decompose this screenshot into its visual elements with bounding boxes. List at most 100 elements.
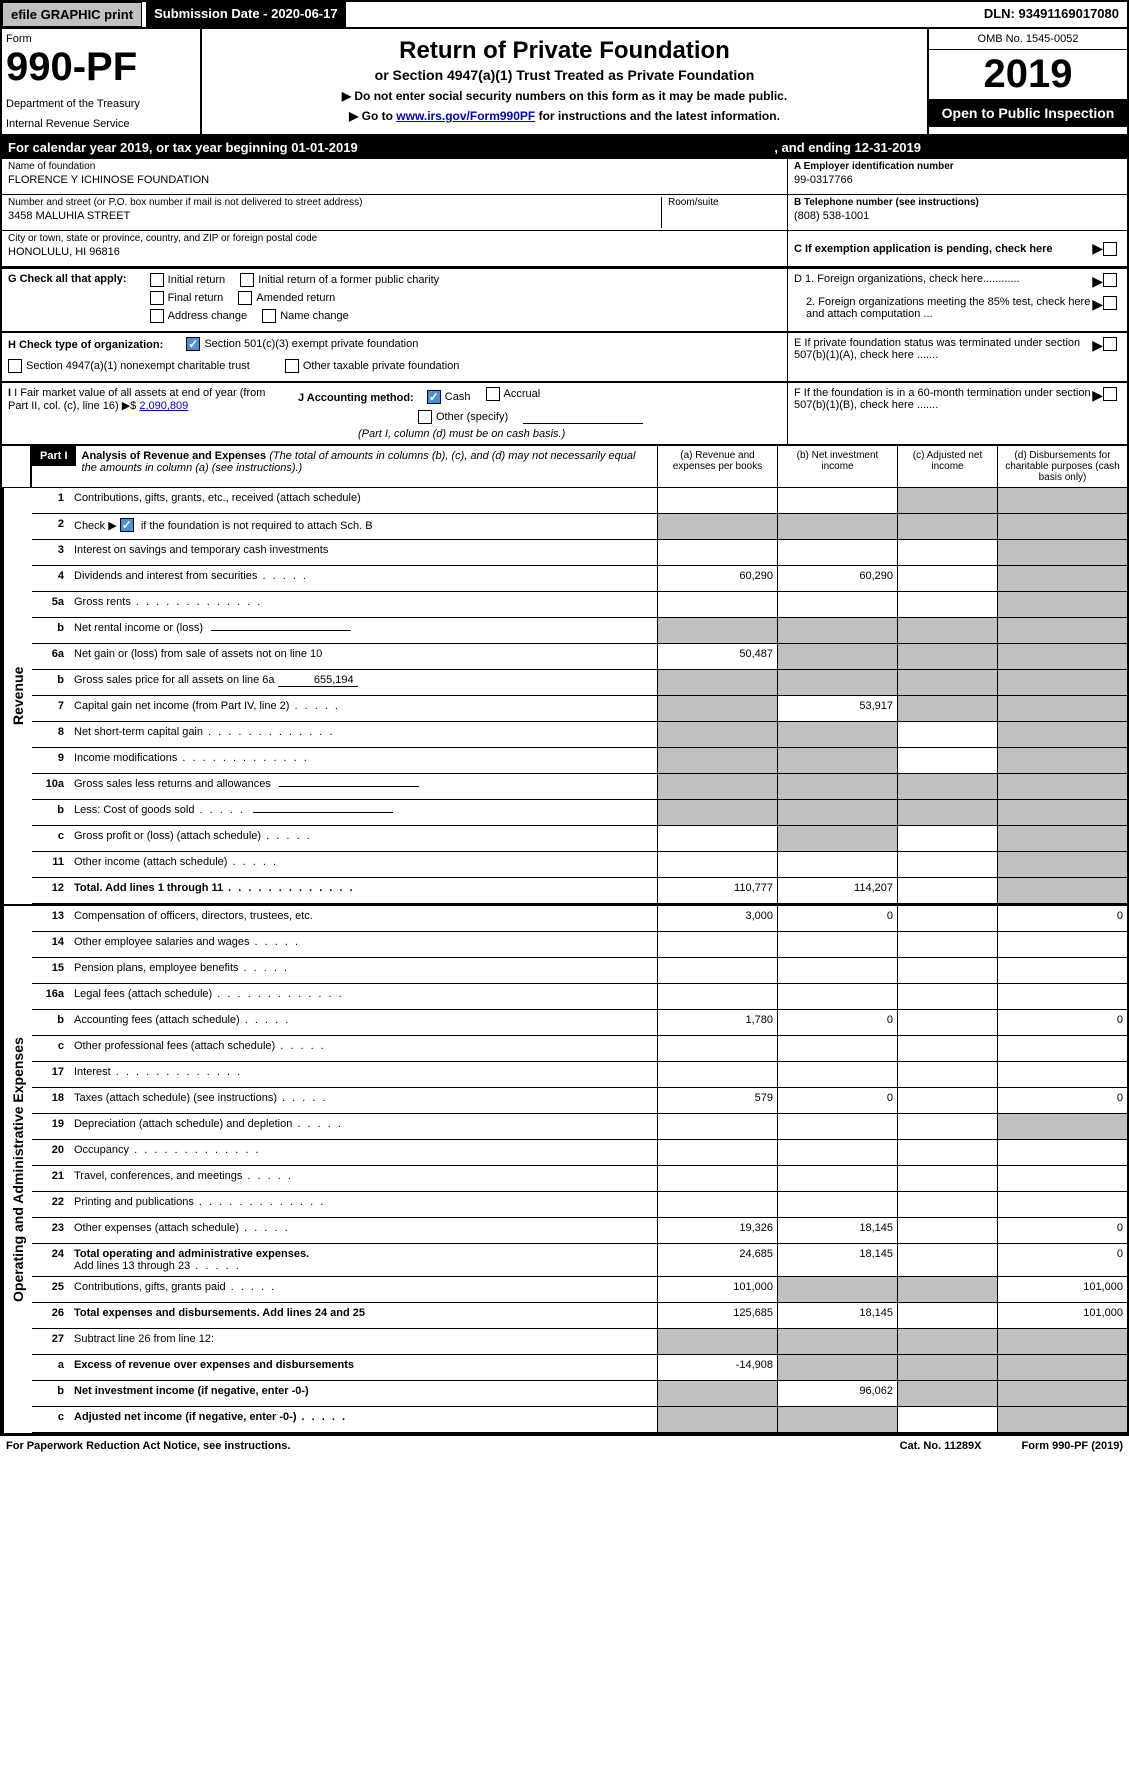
dept-treasury: Department of the Treasury — [6, 98, 196, 110]
initial-return-checkbox[interactable] — [150, 273, 164, 287]
address-row: Number and street (or P.O. box number if… — [2, 195, 787, 231]
4947-checkbox[interactable] — [8, 359, 22, 373]
accrual-checkbox[interactable] — [486, 387, 500, 401]
data-cell — [897, 984, 997, 1009]
data-cell — [657, 826, 777, 851]
underline-input[interactable] — [279, 786, 419, 787]
row-label: Other expenses (attach schedule) — [68, 1218, 657, 1243]
foundation-name: FLORENCE Y ICHINOSE FOUNDATION — [8, 174, 781, 186]
header-left: Form 990-PF Department of the Treasury I… — [2, 29, 202, 134]
row-label-text: Gross profit or (loss) (attach schedule) — [74, 830, 312, 842]
row-label: Printing and publications — [68, 1192, 657, 1217]
shaded-cell — [997, 774, 1127, 799]
data-cell — [997, 984, 1127, 1009]
irs-link[interactable]: www.irs.gov/Form990PF — [396, 109, 535, 123]
row-label: Contributions, gifts, grants paid — [68, 1277, 657, 1302]
amended-checkbox[interactable] — [238, 291, 252, 305]
ein-row: A Employer identification number 99-0317… — [788, 159, 1127, 195]
shaded-cell — [657, 670, 777, 695]
row-label: Other professional fees (attach schedule… — [68, 1036, 657, 1061]
final-return-checkbox[interactable] — [150, 291, 164, 305]
other-method-checkbox[interactable] — [418, 410, 432, 424]
data-cell: 101,000 — [997, 1277, 1127, 1302]
data-cell — [777, 958, 897, 983]
row-label: Gross profit or (loss) (attach schedule) — [68, 826, 657, 851]
table-row: 6a Net gain or (loss) from sale of asset… — [32, 644, 1127, 670]
shaded-cell — [997, 1407, 1127, 1432]
shaded-cell — [897, 800, 997, 825]
data-cell — [897, 540, 997, 565]
row-number: c — [32, 1407, 68, 1432]
part1-header-row: Part I Analysis of Revenue and Expenses … — [2, 446, 1127, 488]
table-row: 13 Compensation of officers, directors, … — [32, 906, 1127, 932]
data-cell — [657, 932, 777, 957]
row-label-text: Income modifications — [74, 752, 309, 764]
data-cell — [777, 984, 897, 1009]
underline-input[interactable] — [253, 812, 393, 813]
f-checkbox[interactable] — [1103, 387, 1117, 401]
shaded-cell — [897, 1329, 997, 1354]
revenue-table: 1 Contributions, gifts, grants, etc., re… — [32, 488, 1127, 904]
pending-checkbox[interactable] — [1103, 242, 1117, 256]
row-label: Occupancy — [68, 1140, 657, 1165]
row-label-text: Accounting fees (attach schedule) — [74, 1014, 290, 1026]
other-taxable-checkbox[interactable] — [285, 359, 299, 373]
ein-label: A Employer identification number — [794, 161, 1121, 172]
row-label: Total. Add lines 1 through 11 — [68, 878, 657, 903]
efile-button[interactable]: efile GRAPHIC print — [2, 2, 142, 27]
row-label: Total operating and administrative expen… — [68, 1244, 657, 1276]
name-change-checkbox[interactable] — [262, 309, 276, 323]
shaded-cell — [657, 696, 777, 721]
col-a-header: (a) Revenue and expenses per books — [657, 446, 777, 487]
row-number: 6a — [32, 644, 68, 669]
shaded-cell — [997, 696, 1127, 721]
initial-public-checkbox[interactable] — [240, 273, 254, 287]
row-label: Income modifications — [68, 748, 657, 773]
table-row: a Excess of revenue over expenses and di… — [32, 1355, 1127, 1381]
d2-checkbox[interactable] — [1103, 296, 1117, 310]
row-number: 23 — [32, 1218, 68, 1243]
row-label-text: Total expenses and disbursements. Add li… — [74, 1307, 365, 1319]
shaded-cell — [897, 774, 997, 799]
d1-checkbox[interactable] — [1103, 273, 1117, 287]
opt-public: Initial return of a former public charit… — [258, 274, 439, 286]
row-label-text: Gross sales price for all assets on line… — [74, 674, 275, 686]
data-cell — [777, 488, 897, 513]
shaded-cell — [997, 800, 1127, 825]
row-number: 17 — [32, 1062, 68, 1087]
row-number: b — [32, 670, 68, 695]
d2-label: 2. Foreign organizations meeting the 85%… — [794, 296, 1092, 320]
table-row: c Gross profit or (loss) (attach schedul… — [32, 826, 1127, 852]
data-cell: 0 — [997, 1244, 1127, 1276]
data-cell — [777, 540, 897, 565]
h-opt3: Other taxable private foundation — [303, 360, 460, 372]
header-right: OMB No. 1545-0052 2019 Open to Public In… — [927, 29, 1127, 134]
col-b-header: (b) Net investment income — [777, 446, 897, 487]
other-specify-input[interactable] — [523, 423, 643, 424]
address-change-checkbox[interactable] — [150, 309, 164, 323]
row-number: b — [32, 800, 68, 825]
cash-checkbox[interactable] — [427, 390, 441, 404]
row-number: 25 — [32, 1277, 68, 1302]
row-label-text: Adjusted net income (if negative, enter … — [74, 1411, 347, 1423]
shaded-cell — [657, 774, 777, 799]
form-container: efile GRAPHIC print Submission Date - 20… — [0, 0, 1129, 1435]
row-label-text: Interest on savings and temporary cash i… — [74, 544, 328, 556]
501c3-checkbox[interactable] — [186, 337, 200, 351]
data-cell: 19,326 — [657, 1218, 777, 1243]
shaded-cell — [997, 1381, 1127, 1406]
section-d: D 1. Foreign organizations, check here..… — [787, 269, 1127, 331]
omb-number: OMB No. 1545-0052 — [929, 29, 1127, 50]
shaded-cell — [657, 800, 777, 825]
section-ij-f: I I Fair market value of all assets at e… — [2, 383, 1127, 446]
main-title: Return of Private Foundation — [210, 37, 919, 65]
fmv-value[interactable]: 2,090,809 — [139, 400, 188, 412]
schb-checkbox[interactable] — [120, 518, 134, 532]
underline-input[interactable] — [211, 630, 351, 631]
calendar-year-row: For calendar year 2019, or tax year begi… — [2, 136, 1127, 159]
shaded-cell — [657, 514, 777, 539]
e-checkbox[interactable] — [1103, 337, 1117, 351]
table-row: 9 Income modifications — [32, 748, 1127, 774]
row-label: Taxes (attach schedule) (see instruction… — [68, 1088, 657, 1113]
data-cell: 96,062 — [777, 1381, 897, 1406]
